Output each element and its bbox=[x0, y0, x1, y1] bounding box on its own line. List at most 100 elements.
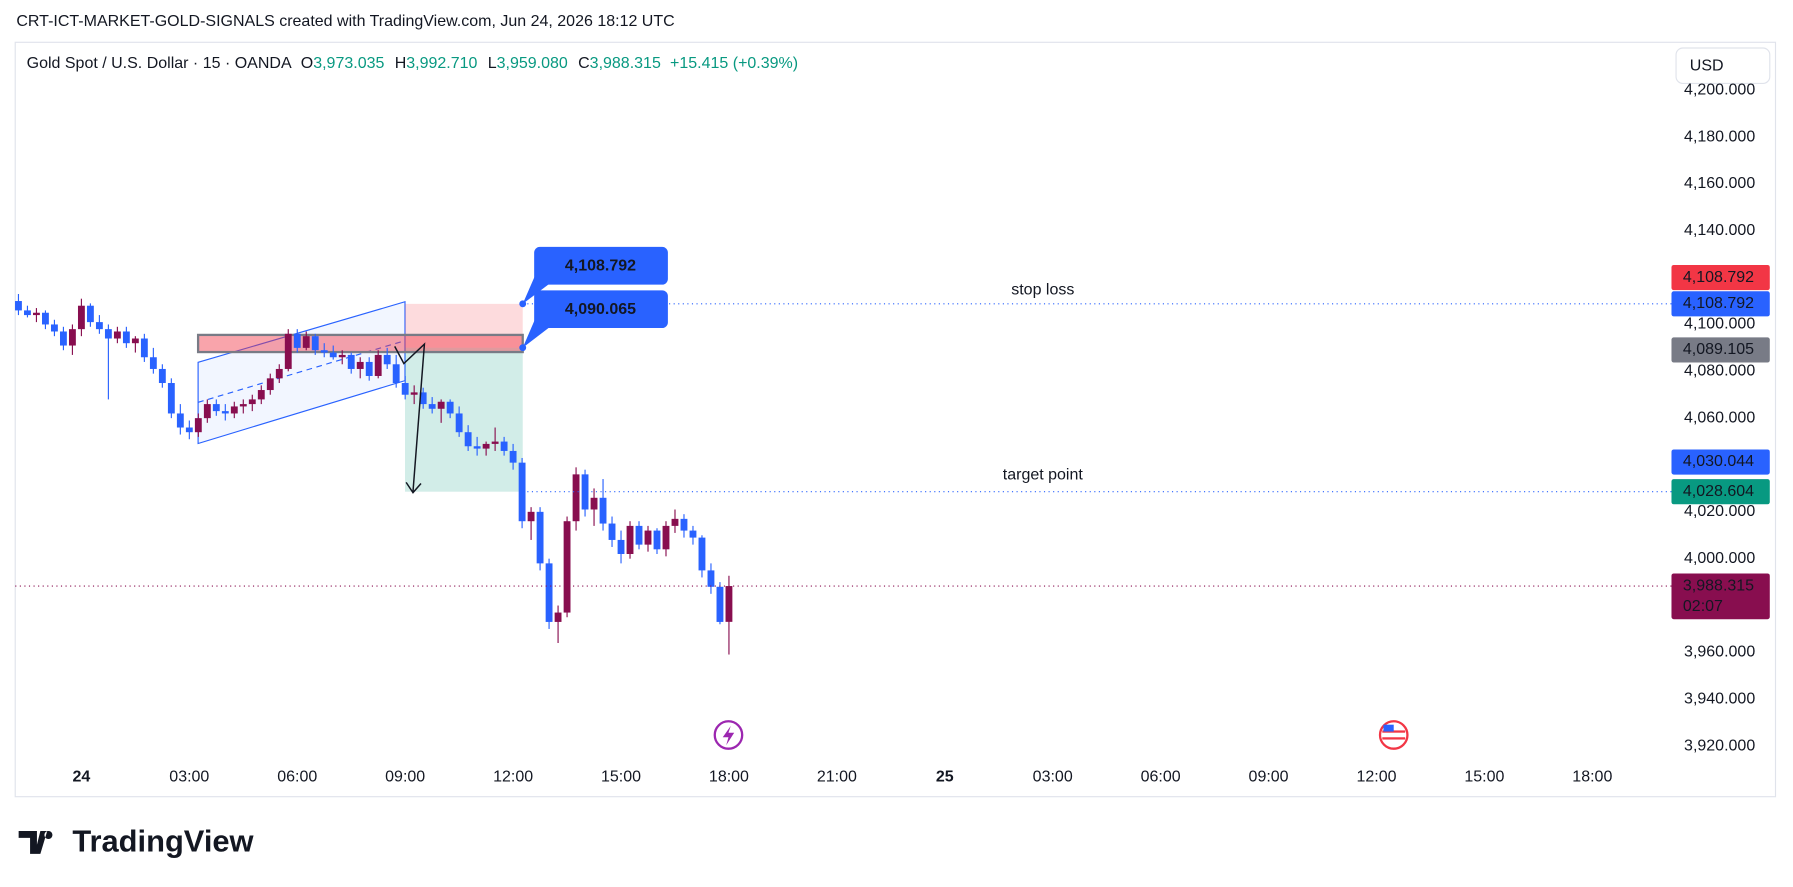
candle-body bbox=[554, 612, 562, 622]
x-tick-label: 18:00 bbox=[1572, 768, 1612, 785]
candle-body bbox=[293, 333, 301, 348]
candle-body bbox=[455, 413, 463, 433]
candle-body bbox=[122, 331, 130, 344]
candle-body bbox=[572, 474, 580, 522]
candle-body bbox=[689, 530, 697, 538]
ohlc-value: 3,973.035 bbox=[313, 55, 384, 72]
candle-body bbox=[473, 446, 481, 449]
candle-body bbox=[365, 361, 373, 376]
y-tick-label: 4,100.000 bbox=[1684, 316, 1755, 333]
candle-body bbox=[518, 462, 526, 522]
candle-body bbox=[176, 413, 184, 428]
callout-label: 4,090.065 bbox=[565, 301, 636, 318]
candle-body bbox=[680, 518, 688, 531]
ohlc-value: 3,959.080 bbox=[497, 55, 568, 72]
candle-body bbox=[68, 329, 76, 346]
currency[interactable]: USD bbox=[1690, 58, 1724, 75]
candle-body bbox=[374, 354, 382, 376]
candle-body bbox=[167, 383, 175, 414]
candle-body bbox=[24, 310, 31, 316]
stop-zone bbox=[404, 303, 523, 348]
candle-body bbox=[221, 411, 229, 414]
candle-body bbox=[131, 338, 139, 344]
legend: Gold Spot / U.S. Dollar · 15 · OANDA O3,9… bbox=[27, 55, 798, 72]
candle-body bbox=[203, 404, 211, 419]
arrow bbox=[394, 342, 426, 492]
order-block bbox=[196, 333, 524, 354]
candle-body bbox=[671, 518, 679, 526]
position-zone bbox=[404, 303, 523, 492]
y-tick-label: 4,200.000 bbox=[1684, 81, 1755, 98]
candle-body bbox=[401, 383, 409, 395]
y-tick-label: 4,080.000 bbox=[1684, 363, 1755, 380]
candle-body bbox=[527, 511, 535, 522]
candle-body bbox=[33, 312, 40, 316]
y-tick-label: 4,180.000 bbox=[1684, 128, 1755, 145]
logo-mark bbox=[18, 830, 53, 854]
ohlc-value: 3,992.710 bbox=[406, 55, 477, 72]
candle-body bbox=[725, 586, 733, 622]
currency-button[interactable] bbox=[1675, 47, 1771, 85]
candle-body bbox=[707, 570, 715, 587]
target-zone bbox=[404, 347, 523, 492]
candle-body bbox=[347, 354, 355, 369]
price-badge-label: 3,988.315 bbox=[1683, 577, 1754, 594]
x-tick-label: 21:00 bbox=[817, 768, 857, 785]
candle-body bbox=[59, 331, 67, 346]
x-tick-label: 12:00 bbox=[493, 768, 533, 785]
x-tick-label: 09:00 bbox=[385, 768, 425, 785]
candle-body bbox=[338, 354, 346, 358]
candle-body bbox=[428, 404, 436, 409]
price-badge-label: 4,108.792 bbox=[1683, 295, 1754, 312]
candle-body bbox=[266, 378, 274, 391]
level-label: stop loss bbox=[1011, 282, 1074, 299]
candle-body bbox=[482, 443, 490, 449]
candle-body bbox=[653, 530, 661, 550]
candle-body bbox=[284, 333, 292, 369]
candle-body bbox=[185, 427, 193, 433]
x-tick-label: 09:00 bbox=[1249, 768, 1289, 785]
candle-body bbox=[248, 399, 256, 405]
ohlc-key: L bbox=[488, 55, 497, 72]
ohlc: O3,973.035 H3,992.710 L3,959.080 C3,988.315 bbox=[301, 55, 661, 72]
event-bolt bbox=[722, 725, 735, 746]
price-badge-label: 4,030.044 bbox=[1683, 453, 1754, 470]
x-tick-label: 03:00 bbox=[1033, 768, 1073, 785]
candle-body bbox=[662, 525, 670, 550]
callout-box bbox=[534, 290, 668, 329]
candle-body bbox=[257, 390, 265, 400]
y-tick-label: 4,140.000 bbox=[1684, 222, 1755, 239]
header: CRT-ICT-MARKET-GOLD-SIGNALS created with… bbox=[16, 13, 674, 30]
candle-body bbox=[212, 404, 220, 412]
candle-body bbox=[275, 368, 283, 379]
candle-body bbox=[230, 406, 238, 414]
price-badge-label: 4,028.604 bbox=[1683, 483, 1754, 500]
x-tick-label: 03:00 bbox=[169, 768, 209, 785]
candle-body bbox=[15, 301, 22, 311]
candle-body bbox=[545, 563, 553, 622]
footer-logo: TradingView bbox=[72, 824, 254, 859]
y-tick-label: 4,000.000 bbox=[1684, 550, 1755, 567]
candle-body bbox=[491, 441, 499, 444]
price-badge bbox=[1671, 337, 1770, 363]
candle-body bbox=[464, 432, 472, 447]
level-label: target point bbox=[1003, 467, 1084, 484]
y-tick-label: 4,020.000 bbox=[1684, 503, 1755, 520]
candle-body bbox=[113, 331, 121, 339]
ohlc-value: 3,988.315 bbox=[590, 55, 661, 72]
candles bbox=[15, 294, 733, 655]
price-badge-time: 02:07 bbox=[1683, 598, 1723, 615]
y-tick-label: 4,160.000 bbox=[1684, 175, 1755, 192]
candle-body bbox=[446, 401, 454, 414]
symbol: Gold Spot / U.S. Dollar · 15 · OANDA bbox=[27, 55, 292, 72]
x-tick-label: 25 bbox=[936, 768, 954, 785]
y-tick-label: 3,920.000 bbox=[1684, 737, 1755, 754]
candle-body bbox=[563, 521, 571, 613]
price-badge bbox=[1671, 449, 1770, 475]
candle-body bbox=[239, 404, 247, 407]
x-tick-label: 15:00 bbox=[1464, 768, 1504, 785]
candle-body bbox=[536, 511, 544, 564]
price-badge bbox=[1671, 479, 1770, 505]
candle-body bbox=[644, 530, 652, 545]
